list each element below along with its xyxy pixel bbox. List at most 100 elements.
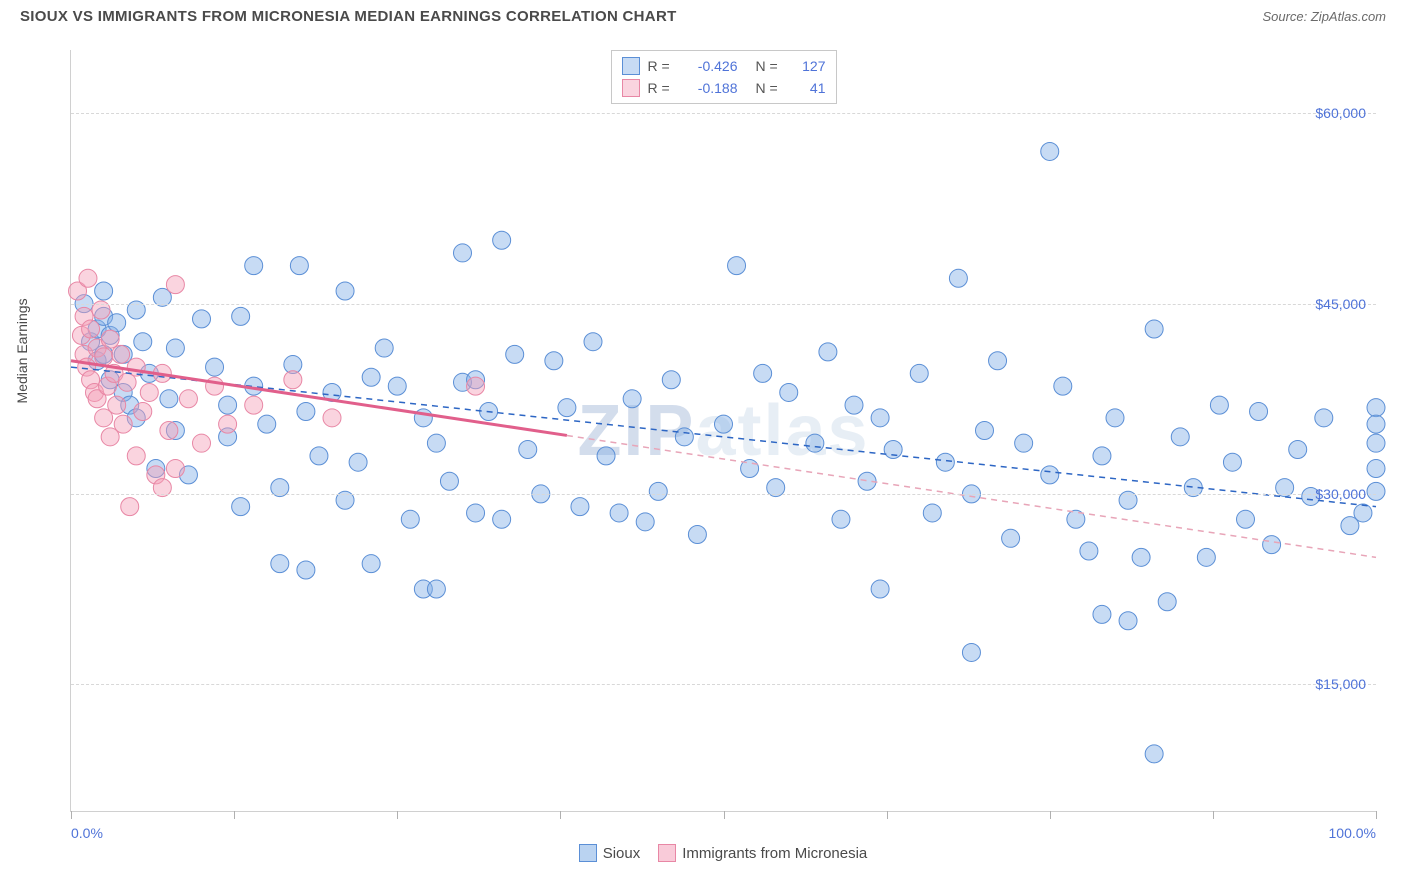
- scatter-point: [427, 434, 445, 452]
- scatter-point: [1041, 142, 1059, 160]
- scatter-point: [108, 396, 126, 414]
- chart-container: Median Earnings ZIPatlas R =-0.426N =127…: [20, 40, 1386, 872]
- scatter-point: [962, 643, 980, 661]
- scatter-point: [258, 415, 276, 433]
- scatter-point: [271, 555, 289, 573]
- scatter-point: [1119, 612, 1137, 630]
- legend-item: Sioux: [579, 844, 641, 862]
- scatter-point: [323, 409, 341, 427]
- scatter-point: [728, 257, 746, 275]
- scatter-point: [1367, 460, 1385, 478]
- scatter-point: [936, 453, 954, 471]
- x-tick: [234, 811, 235, 819]
- stat-r-label: R =: [648, 58, 676, 74]
- x-tick: [397, 811, 398, 819]
- scatter-point: [1367, 482, 1385, 500]
- scatter-point: [1145, 745, 1163, 763]
- scatter-point: [1237, 510, 1255, 528]
- stat-r-value: -0.188: [684, 80, 738, 96]
- scatter-point: [1315, 409, 1333, 427]
- scatter-point: [923, 504, 941, 522]
- legend-swatch: [622, 79, 640, 97]
- y-axis-label: Median Earnings: [14, 298, 30, 403]
- scatter-point: [662, 371, 680, 389]
- scatter-point: [715, 415, 733, 433]
- scatter-point: [976, 422, 994, 440]
- scatter-point: [1289, 441, 1307, 459]
- scatter-point: [1171, 428, 1189, 446]
- scatter-point: [871, 409, 889, 427]
- scatter-point: [1367, 434, 1385, 452]
- plot-area: ZIPatlas R =-0.426N =127R =-0.188N =41 0…: [70, 50, 1376, 812]
- scatter-point: [79, 269, 97, 287]
- legend-swatch: [622, 57, 640, 75]
- x-axis-max-label: 100.0%: [1329, 825, 1376, 841]
- legend-swatch: [579, 844, 597, 862]
- scatter-point: [166, 276, 184, 294]
- legend-swatch: [658, 844, 676, 862]
- scatter-point: [688, 526, 706, 544]
- scatter-point: [1106, 409, 1124, 427]
- scatter-point: [290, 257, 308, 275]
- scatter-point: [754, 364, 772, 382]
- scatter-point: [1210, 396, 1228, 414]
- scatter-point: [232, 498, 250, 516]
- scatter-point: [1132, 548, 1150, 566]
- grid-line: [71, 684, 1376, 685]
- grid-line: [71, 304, 1376, 305]
- scatter-point: [832, 510, 850, 528]
- trend-line-extrapolated: [567, 435, 1376, 557]
- stats-row: R =-0.426N =127: [622, 55, 826, 77]
- scatter-point: [121, 498, 139, 516]
- x-tick: [887, 811, 888, 819]
- scatter-point: [845, 396, 863, 414]
- scatter-point: [388, 377, 406, 395]
- y-tick-label: $60,000: [1315, 105, 1366, 121]
- grid-line: [71, 113, 1376, 114]
- scatter-point: [571, 498, 589, 516]
- y-tick-label: $30,000: [1315, 486, 1366, 502]
- scatter-point: [584, 333, 602, 351]
- scatter-point: [232, 307, 250, 325]
- scatter-point: [545, 352, 563, 370]
- scatter-point: [206, 358, 224, 376]
- legend-label: Sioux: [603, 845, 641, 862]
- scatter-point: [493, 231, 511, 249]
- x-tick: [1376, 811, 1377, 819]
- chart-title: SIOUX VS IMMIGRANTS FROM MICRONESIA MEDI…: [20, 8, 677, 25]
- scatter-point: [82, 320, 100, 338]
- scatter-point: [349, 453, 367, 471]
- scatter-point: [1093, 605, 1111, 623]
- scatter-point: [166, 339, 184, 357]
- scatter-point: [780, 383, 798, 401]
- scatter-point: [245, 257, 263, 275]
- scatter-point: [1093, 447, 1111, 465]
- scatter-point: [519, 441, 537, 459]
- scatter-point: [1158, 593, 1176, 611]
- scatter-point: [114, 415, 132, 433]
- scatter-point: [166, 460, 184, 478]
- scatter-point: [427, 580, 445, 598]
- stat-n-label: N =: [756, 80, 784, 96]
- scatter-point: [362, 368, 380, 386]
- scatter-point: [297, 561, 315, 579]
- scatter-point: [989, 352, 1007, 370]
- x-axis-min-label: 0.0%: [71, 825, 103, 841]
- scatter-point: [134, 402, 152, 420]
- scatter-point: [284, 371, 302, 389]
- scatter-point: [819, 343, 837, 361]
- scatter-point: [401, 510, 419, 528]
- legend-label: Immigrants from Micronesia: [682, 845, 867, 862]
- scatter-point: [506, 345, 524, 363]
- scatter-point: [95, 282, 113, 300]
- stat-n-label: N =: [756, 58, 784, 74]
- scatter-point: [610, 504, 628, 522]
- scatter-point: [1367, 415, 1385, 433]
- grid-line: [71, 494, 1376, 495]
- scatter-point: [871, 580, 889, 598]
- scatter-point: [375, 339, 393, 357]
- scatter-point: [597, 447, 615, 465]
- scatter-point: [1080, 542, 1098, 560]
- scatter-point: [127, 447, 145, 465]
- scatter-point: [454, 244, 472, 262]
